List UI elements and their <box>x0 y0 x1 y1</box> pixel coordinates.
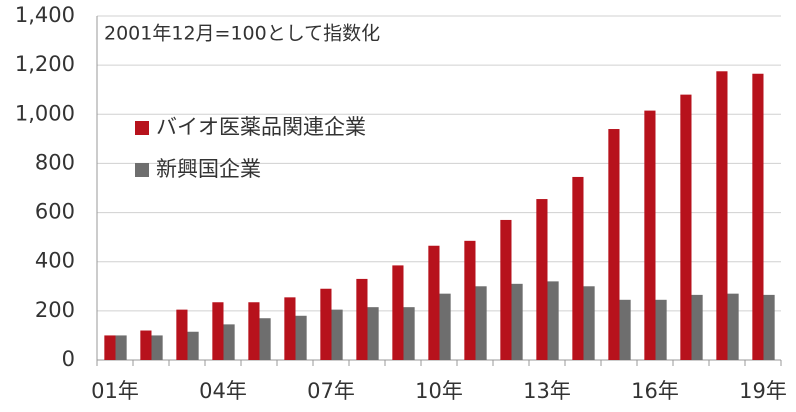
y-tick-label: 800 <box>35 150 75 174</box>
legend-label: バイオ医薬品関連企業 <box>156 115 366 139</box>
x-tick-label: 04年 <box>199 379 247 403</box>
bar <box>295 315 307 360</box>
bar <box>320 288 332 360</box>
bar <box>464 240 476 360</box>
y-tick-label: 200 <box>35 298 75 322</box>
bar <box>392 265 404 360</box>
bar <box>187 331 199 360</box>
x-tick-label: 01年 <box>91 379 139 403</box>
bar <box>547 281 559 360</box>
annotation: 2001年12月=100として指数化 <box>104 23 380 45</box>
bar <box>367 307 379 360</box>
x-tick-label: 13年 <box>523 379 571 403</box>
bar <box>212 302 224 360</box>
y-tick-label: 0 <box>62 347 75 371</box>
bar <box>655 299 667 360</box>
x-tick-label: 10年 <box>415 379 463 403</box>
bar <box>104 335 116 360</box>
bar <box>572 176 584 360</box>
bar <box>151 335 163 360</box>
y-tick-label: 1,200 <box>15 52 75 76</box>
bar <box>763 294 775 360</box>
bar <box>619 299 631 360</box>
bar <box>259 318 271 360</box>
x-tick-label: 19年 <box>739 379 787 403</box>
x-tick-label: 16年 <box>631 379 679 403</box>
bar <box>140 330 152 360</box>
bar <box>644 110 656 360</box>
y-tick-label: 600 <box>35 200 75 224</box>
bar <box>475 286 487 360</box>
y-tick-label: 1,400 <box>15 3 75 27</box>
y-tick-label: 400 <box>35 249 75 273</box>
bar <box>511 283 523 360</box>
bar <box>428 245 440 360</box>
bar <box>500 219 512 360</box>
legend-swatch <box>135 121 149 135</box>
legend-swatch <box>135 163 149 177</box>
bar <box>691 294 703 360</box>
bar <box>248 302 260 360</box>
bar <box>536 199 548 360</box>
bar <box>727 293 739 360</box>
legend-label: 新興国企業 <box>156 157 261 181</box>
bar <box>752 73 764 360</box>
y-tick-label: 1,000 <box>15 101 75 125</box>
bar <box>403 307 415 360</box>
bar <box>439 293 451 360</box>
bar <box>223 324 235 360</box>
bar <box>608 129 620 360</box>
bar <box>583 286 595 360</box>
bar <box>284 297 296 360</box>
bar <box>356 278 368 360</box>
bar <box>331 309 343 360</box>
x-tick-label: 07年 <box>307 379 355 403</box>
bar <box>115 335 127 360</box>
bar <box>176 309 188 360</box>
bar <box>680 94 692 360</box>
bar <box>716 71 728 361</box>
